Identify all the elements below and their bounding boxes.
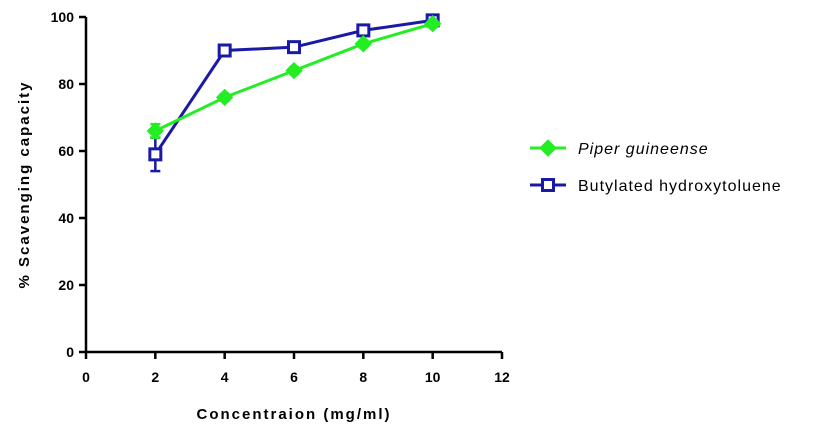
x-tick-label: 10 <box>425 369 441 385</box>
x-tick-label: 4 <box>221 369 229 385</box>
y-tick-label: 20 <box>58 277 74 293</box>
x-tick-label: 6 <box>290 369 298 385</box>
y-tick-label: 60 <box>58 143 74 159</box>
x-tick-label: 2 <box>151 369 159 385</box>
series-butylated-hydroxytoluene <box>148 13 440 173</box>
data-point <box>354 35 373 53</box>
legend-label: Butylated hydroxytoluene <box>578 178 782 195</box>
y-tick-label: 80 <box>58 76 74 92</box>
legend-label: Piper guineense <box>578 141 709 158</box>
data-point <box>287 40 301 55</box>
x-tick-label: 12 <box>494 369 510 385</box>
data-point <box>356 23 371 38</box>
data-point <box>146 122 165 140</box>
data-point <box>217 43 232 58</box>
y-tick-label: 0 <box>66 344 74 360</box>
x-tick-label: 8 <box>359 369 367 385</box>
data-point <box>148 147 163 162</box>
y-axis-title: % Scavenging capacity <box>16 81 33 289</box>
legend-item: Butylated hydroxytoluene <box>530 178 782 195</box>
legend-marker <box>539 139 557 157</box>
legend-item: Piper guineense <box>530 139 709 158</box>
data-point <box>423 14 442 33</box>
legend-marker <box>541 178 555 192</box>
y-tick-label: 100 <box>51 9 75 25</box>
x-tick-label: 0 <box>82 369 90 385</box>
series-layer <box>146 13 442 173</box>
y-tick-label: 40 <box>58 210 74 226</box>
data-point <box>215 88 234 107</box>
series-piper-guineense <box>146 14 442 140</box>
axes: 0 20 40 60 80 100 0 2 4 6 8 10 12 <box>51 9 510 385</box>
x-axis-title: Concentraion (mg/ml) <box>196 406 391 423</box>
data-point <box>285 61 303 80</box>
legend: Piper guineense Butylated hydroxytoluene <box>530 139 782 195</box>
